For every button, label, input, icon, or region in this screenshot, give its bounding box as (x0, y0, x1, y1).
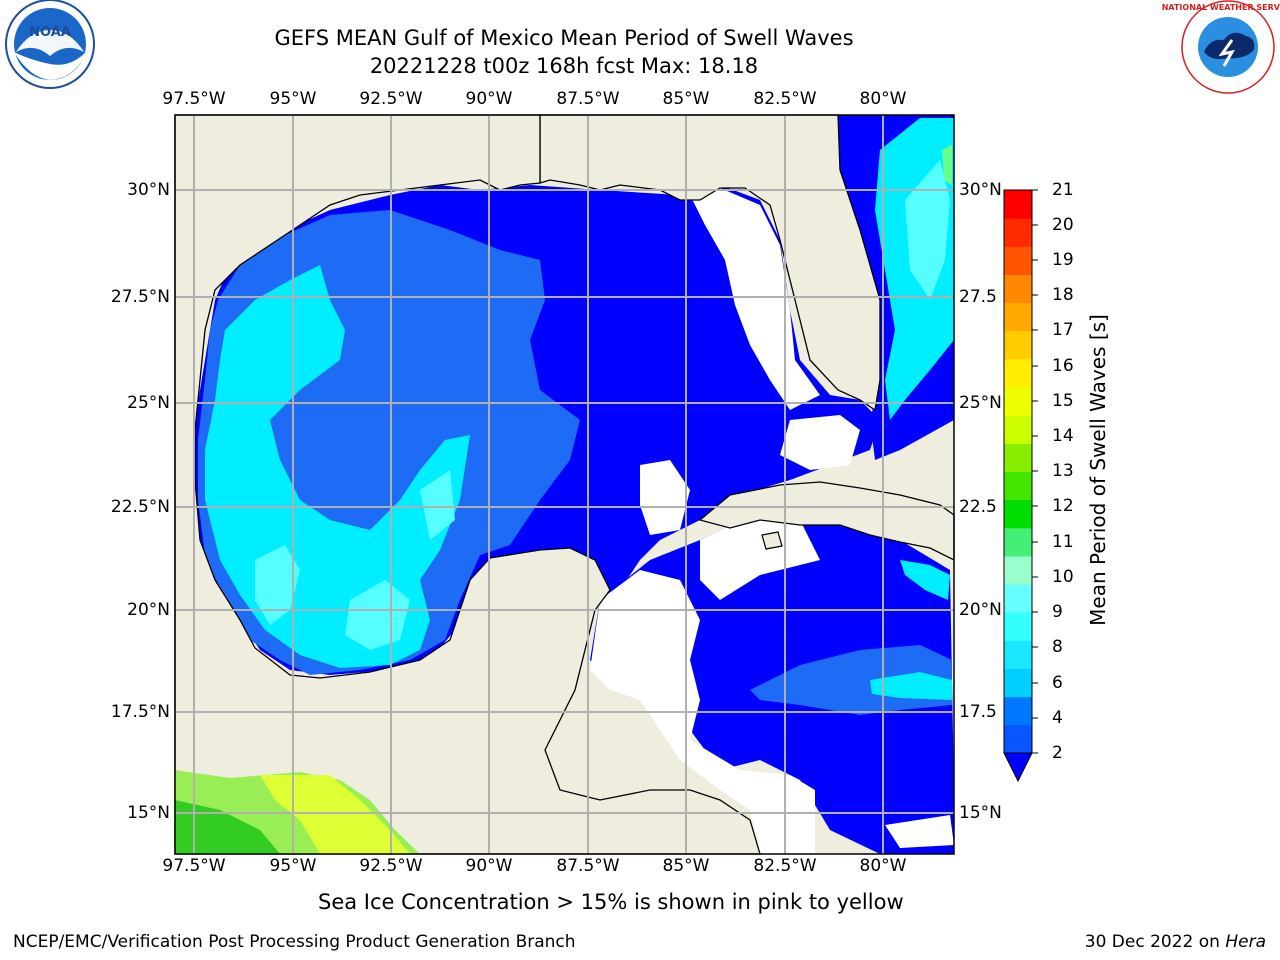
colorbar-swatch (1004, 724, 1032, 754)
lat-tick-right: 30°N (959, 180, 1002, 200)
colorbar-tick: 16 (1052, 356, 1074, 376)
lat-tick-left: 17.5°N (110, 702, 170, 722)
colorbar-swatch (1004, 443, 1032, 472)
colorbar-extend-arrow (1003, 752, 1033, 783)
caribbean-ocean-high (870, 672, 952, 700)
lat-tick-left: 30°N (127, 180, 170, 200)
colorbar-tick: 2 (1052, 743, 1063, 763)
lon-tick-top: 97.5°W (162, 89, 226, 109)
land-florida (539, 114, 881, 412)
colorbar (1003, 189, 1038, 783)
lat-tick-right: 25°N (959, 393, 1002, 413)
lat-tick-left: 15°N (127, 803, 170, 823)
colorbar-tick: 17 (1052, 320, 1074, 340)
lon-tick-bottom: 97.5°W (162, 856, 226, 876)
lon-tick-bottom: 85°W (662, 856, 710, 876)
undefined-area-yucatan-east (590, 570, 815, 854)
lon-tick-top: 82.5°W (753, 89, 817, 109)
land-isla-juventud (761, 531, 783, 550)
colorbar-tick: 9 (1052, 602, 1063, 622)
colorbar-tick: 18 (1052, 285, 1074, 305)
colorbar-tick: 21 (1052, 180, 1074, 200)
undefined-area-north-cuba (780, 415, 860, 470)
lon-tick-top: 87.5°W (556, 89, 620, 109)
colorbar-tick: 8 (1052, 637, 1063, 657)
caribbean-ocean-high-2 (900, 560, 950, 600)
colorbar-swatch (1004, 640, 1032, 670)
lat-tick-right: 15°N (959, 803, 1002, 823)
lon-tick-top: 90°W (465, 89, 513, 109)
map-frame (174, 114, 955, 855)
lon-tick-top: 95°W (269, 89, 317, 109)
colorbar-tick: 4 (1052, 708, 1063, 728)
footer-host: Hera (1225, 932, 1266, 952)
noaa-logo-text: NOAA (29, 25, 71, 40)
colorbar-swatch (1004, 612, 1032, 641)
undefined-area-east-gulf (690, 188, 820, 410)
lat-tick-left: 20°N (127, 600, 170, 620)
lon-tick-bottom: 87.5°W (556, 856, 620, 876)
nws-logo: NATIONAL WEATHER SERVICE (1162, 0, 1280, 94)
footer-date-text: 30 Dec 2022 on (1084, 932, 1226, 952)
gulf-ocean-high-2 (255, 470, 455, 650)
colorbar-swatch (1004, 415, 1032, 444)
colorbar-swatch (1004, 471, 1032, 501)
colorbar-swatch (1004, 190, 1032, 219)
colorbar-tick: 20 (1052, 215, 1074, 235)
lon-tick-top: 92.5°W (359, 89, 423, 109)
colorbar-swatch (1004, 555, 1032, 585)
atlantic-ocean-green (942, 145, 952, 185)
undefined-area-se (885, 815, 954, 848)
colorbar-swatch (1004, 274, 1032, 304)
colorbar-tick: 12 (1052, 496, 1074, 516)
footer-date: 30 Dec 2022 on Hera (1085, 932, 1266, 952)
colorbar-swatch (1004, 330, 1032, 360)
nws-logo-text: NATIONAL WEATHER SERVICE (1162, 3, 1280, 12)
colorbar-tick: 15 (1052, 391, 1074, 411)
colorbar-swatch (1004, 246, 1032, 275)
lon-tick-bottom: 92.5°W (359, 856, 423, 876)
sea-ice-note: Sea Ice Concentration > 15% is shown in … (318, 890, 904, 914)
colorbar-tick: 11 (1052, 532, 1074, 552)
colorbar-swatch (1004, 527, 1032, 557)
lat-tick-right: 17.5 (959, 702, 997, 722)
colorbar-swatch (1004, 358, 1032, 388)
lat-tick-left: 27.5°N (110, 287, 170, 307)
undefined-area-cayman (700, 510, 820, 600)
lat-tick-right: 27.5 (959, 287, 997, 307)
lon-tick-bottom: 80°W (859, 856, 907, 876)
noaa-logo (5, 0, 95, 89)
atlantic-ocean-high-2 (905, 160, 950, 300)
colorbar-tick: 10 (1052, 567, 1074, 587)
colorbar-swatch (1004, 218, 1032, 247)
colorbar-swatch (1004, 499, 1032, 529)
undefined-area-central (640, 460, 690, 535)
colorbar-swatch (1004, 668, 1032, 698)
pacific-swell-yellow (260, 775, 410, 854)
lon-tick-bottom: 82.5°W (753, 856, 817, 876)
figure-title: GEFS MEAN Gulf of Mexico Mean Period of … (274, 26, 854, 50)
lat-tick-left: 22.5°N (110, 497, 170, 517)
map-panel (174, 114, 955, 855)
colorbar-swatch (1004, 387, 1032, 416)
lat-tick-left: 25°N (127, 393, 170, 413)
colorbar-tick: 14 (1052, 426, 1074, 446)
lon-tick-top: 80°W (859, 89, 907, 109)
figure-subtitle: 20221228 t00z 168h fcst Max: 18.18 (369, 54, 759, 78)
lon-tick-top: 85°W (662, 89, 710, 109)
lon-tick-bottom: 95°W (269, 856, 317, 876)
graticule (175, 115, 954, 854)
colorbar-label: Mean Period of Swell Waves [s] (1086, 314, 1110, 626)
lat-tick-right: 20°N (959, 600, 1002, 620)
lon-tick-bottom: 90°W (465, 856, 513, 876)
lat-tick-right: 22.5 (959, 497, 997, 517)
colorbar-swatch (1004, 696, 1032, 726)
colorbar-swatch (1004, 302, 1032, 332)
colorbar-tick: 19 (1052, 250, 1074, 270)
footer-branch: NCEP/EMC/Verification Post Processing Pr… (13, 932, 576, 952)
colorbar-swatch (1004, 584, 1032, 613)
colorbar-tick: 13 (1052, 461, 1074, 481)
colorbar-tick: 6 (1052, 673, 1063, 693)
